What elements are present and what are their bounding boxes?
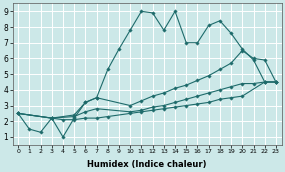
X-axis label: Humidex (Indice chaleur): Humidex (Indice chaleur) <box>87 159 207 169</box>
